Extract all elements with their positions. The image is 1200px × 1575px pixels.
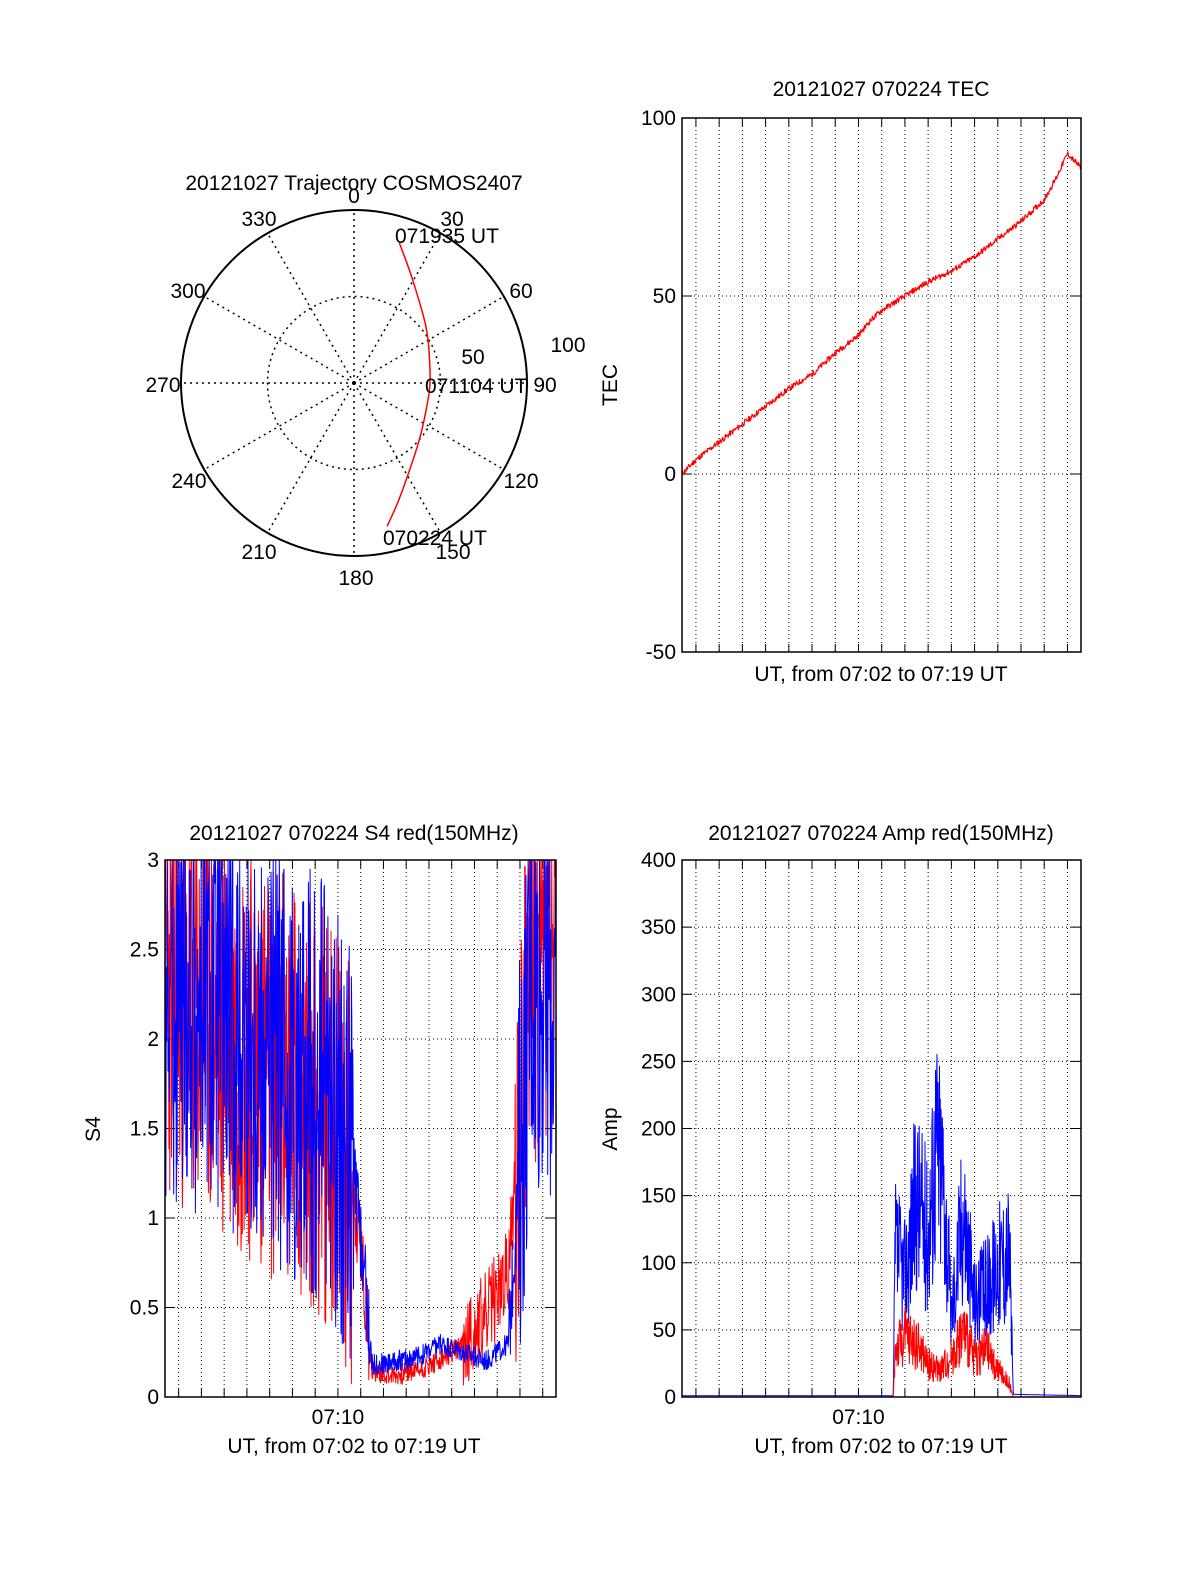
polar-angle-label: 0: [348, 185, 360, 208]
polar-spoke-300: [203, 295, 355, 384]
trajectory-line: [386, 242, 431, 527]
polar-angle-label: 270: [145, 374, 180, 397]
tec-ylabel: TEC: [599, 364, 622, 406]
amp-chart: 20121027 070224 Amp red(150MHz) Amp UT, …: [599, 822, 1082, 1458]
polar-spoke-210: [266, 382, 355, 534]
y-tick-label: 50: [653, 1319, 676, 1342]
y-tick-label: 250: [641, 1050, 676, 1073]
polar-angle-label: 150: [435, 541, 470, 564]
polar-angle-label: 180: [338, 567, 373, 590]
polar-spoke-120: [353, 382, 505, 471]
y-tick-label: 400: [641, 849, 676, 872]
polar-spoke-330: [266, 232, 355, 384]
amp-xlabel: UT, from 07:02 to 07:19 UT: [754, 1435, 1007, 1458]
horizontal-grid: 0 0.5 1 1.5 2 2.5 3: [130, 849, 556, 1409]
x-tick-label: 07:10: [832, 1406, 885, 1429]
y-tick-label: 150: [641, 1185, 676, 1208]
polar-angle-label: 240: [171, 470, 206, 493]
horizontal-grid: -50 0 50 100: [641, 107, 1081, 664]
polar-radial-label: 50: [461, 346, 484, 369]
polar-angle-label: 30: [440, 208, 463, 231]
polar-radial-label: 100: [550, 334, 585, 357]
polar-outer-circle: [180, 209, 528, 557]
amp-title: 20121027 070224 Amp red(150MHz): [708, 822, 1054, 845]
trajectory-start-label: 070224 UT: [383, 527, 487, 550]
polar-angle-label: 210: [241, 541, 276, 564]
y-tick-label: 2.5: [130, 939, 159, 962]
y-tick-label: 50: [653, 285, 676, 308]
polar-spoke-150: [353, 382, 442, 534]
polar-radial-labels: 50 100: [461, 334, 585, 369]
y-tick-label: 300: [641, 983, 676, 1006]
s4-title: 20121027 070224 S4 red(150MHz): [189, 822, 518, 845]
polar-inner-circle: [266, 295, 442, 471]
series-line: [681, 1053, 1082, 1397]
s4-ylabel: S4: [82, 1116, 105, 1142]
polar-angle-label: 330: [241, 208, 276, 231]
series-line: [681, 151, 1082, 476]
y-tick-label: 0: [664, 463, 676, 486]
polar-trajectory-chart: 20121027 Trajectory COSMOS2407 0 30 60 90 12…: [145, 172, 585, 590]
trajectory-middle-label: 071104 UT: [425, 375, 528, 398]
y-tick-label: 1.5: [130, 1118, 159, 1141]
polar-spoke-240: [203, 382, 355, 471]
y-tick-label: 200: [641, 1118, 676, 1141]
tec-title: 20121027 070224 TEC: [773, 78, 990, 101]
tec-xlabel: UT, from 07:02 to 07:19 UT: [754, 663, 1007, 686]
s4-xlabel: UT, from 07:02 to 07:19 UT: [227, 1435, 480, 1458]
plot-frame: [681, 117, 1082, 653]
vertical-grid: [695, 118, 1068, 652]
polar-grid: [180, 209, 528, 557]
horizontal-grid: 0 50 100 150 200 250 300 350 400: [641, 849, 1081, 1409]
plot-frame: [164, 859, 557, 1398]
y-tick-label: 0: [664, 1386, 676, 1409]
plot-frame: [681, 859, 1082, 1398]
polar-angle-labels: 0 30 60 90 120 150 180 210 240 270 300 330: [145, 185, 556, 590]
y-tick-label: 0.5: [130, 1297, 159, 1320]
tec-chart: 20121027 070224 TEC TEC UT, from 07:02 t…: [599, 78, 1082, 686]
polar-angle-label: 60: [509, 280, 532, 303]
polar-angle-label: 120: [503, 470, 538, 493]
trajectory-end-label: 071935 UT: [395, 225, 499, 248]
y-tick-label: 2: [147, 1028, 159, 1051]
y-tick-label: 100: [641, 1252, 676, 1275]
y-tick-label: 100: [641, 107, 676, 130]
polar-spoke-30: [353, 232, 442, 384]
polar-angle-label: 90: [533, 374, 556, 397]
y-tick-label: 3: [147, 849, 159, 872]
polar-angle-label: 300: [170, 280, 205, 303]
amp-ylabel: Amp: [599, 1107, 622, 1150]
polar-spoke-60: [353, 295, 505, 384]
y-tick-label: 350: [641, 916, 676, 939]
y-tick-label: 0: [147, 1386, 159, 1409]
s4-chart: 20121027 070224 S4 red(150MHz) S4 UT, fr…: [82, 822, 557, 1458]
polar-trajectory: [386, 242, 431, 527]
x-tick-label: 07:10: [312, 1406, 365, 1429]
polar-title: 20121027 Trajectory COSMOS2407: [185, 172, 522, 195]
y-tick-label: 1: [147, 1207, 159, 1230]
y-tick-label: -50: [646, 641, 676, 664]
